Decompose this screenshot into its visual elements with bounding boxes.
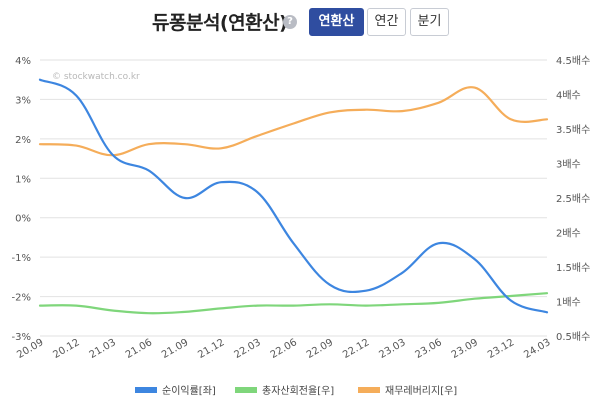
help-icon[interactable]: ?: [283, 15, 297, 29]
right-tick-label: 2.5배수: [556, 193, 590, 205]
grid-lines: [40, 59, 547, 337]
right-tick-label: 4배수: [556, 90, 581, 102]
left-tick-label: 0%: [15, 214, 31, 225]
left-tick-label: 3%: [15, 95, 31, 106]
x-tick-label: 22.03: [232, 337, 262, 361]
legend-swatch: [135, 387, 157, 393]
legend-label: 총자산회전율[우]: [262, 385, 334, 397]
left-tick-label: -2%: [12, 293, 31, 304]
series-lines: [38, 78, 549, 315]
x-tick-label: 21.06: [124, 337, 154, 361]
series-line-1: [38, 292, 549, 315]
right-tick-label: 1배수: [556, 297, 581, 309]
tab-annualized[interactable]: 연환산: [309, 8, 364, 36]
series-line-2: [38, 86, 549, 157]
right-tick-label: 1.5배수: [556, 262, 590, 274]
right-axis: 4.5배수 4배수 3.5배수 3배수 2.5배수 2배수 1.5배수 1배수 0.5배수: [556, 55, 590, 343]
right-tick-label: 3.5배수: [556, 124, 590, 136]
tab-annual[interactable]: 연간: [367, 8, 406, 36]
x-tick-label: 23.09: [450, 337, 480, 361]
left-tick-label: 2%: [15, 135, 31, 146]
x-tick-label: 23.12: [486, 337, 516, 361]
x-tick-label: 21.09: [160, 337, 190, 361]
x-tick-label: 22.12: [341, 337, 371, 361]
series-line-0: [38, 78, 549, 314]
legend-label: 순이익률[좌]: [162, 385, 216, 397]
legend-swatch: [358, 387, 380, 393]
left-tick-label: 1%: [15, 174, 31, 185]
right-tick-label: 2배수: [556, 228, 581, 240]
right-tick-label: 3배수: [556, 159, 581, 171]
chart-legend: 순이익률[좌] 총자산회전율[우] 재무레버리지[우]: [135, 385, 457, 397]
x-tick-label: 23.03: [377, 337, 407, 361]
x-axis: 20.09 20.12 21.03 21.06 21.09 21.12 22.03 22.06…: [15, 337, 552, 361]
x-tick-label: 24.03: [522, 337, 552, 361]
chart-header: 듀퐁분석(연환산) ? 연환산 연간 분기: [0, 4, 607, 38]
x-tick-label: 23.06: [414, 337, 444, 361]
x-tick-label: 22.06: [269, 337, 299, 361]
right-tick-label: 0.5배수: [556, 331, 590, 343]
x-tick-label: 21.03: [88, 337, 118, 361]
left-tick-label: -3%: [12, 332, 31, 343]
x-tick-label: 21.12: [196, 337, 226, 361]
tab-quarterly[interactable]: 분기: [410, 8, 449, 36]
right-tick-label: 4.5배수: [556, 55, 590, 67]
left-tick-label: -1%: [12, 253, 31, 264]
chart-title: 듀퐁분석(연환산): [152, 12, 288, 34]
watermark: © stockwatch.co.kr: [52, 72, 140, 82]
x-tick-label: 20.12: [51, 337, 81, 361]
x-tick-label: 22.09: [305, 337, 335, 361]
left-tick-label: 4%: [15, 56, 31, 67]
legend-label: 재무레버리지[우]: [385, 385, 457, 397]
left-axis: 4% 3% 2% 1% 0% -1% -2% -3%: [12, 56, 31, 343]
legend-swatch: [235, 387, 257, 393]
